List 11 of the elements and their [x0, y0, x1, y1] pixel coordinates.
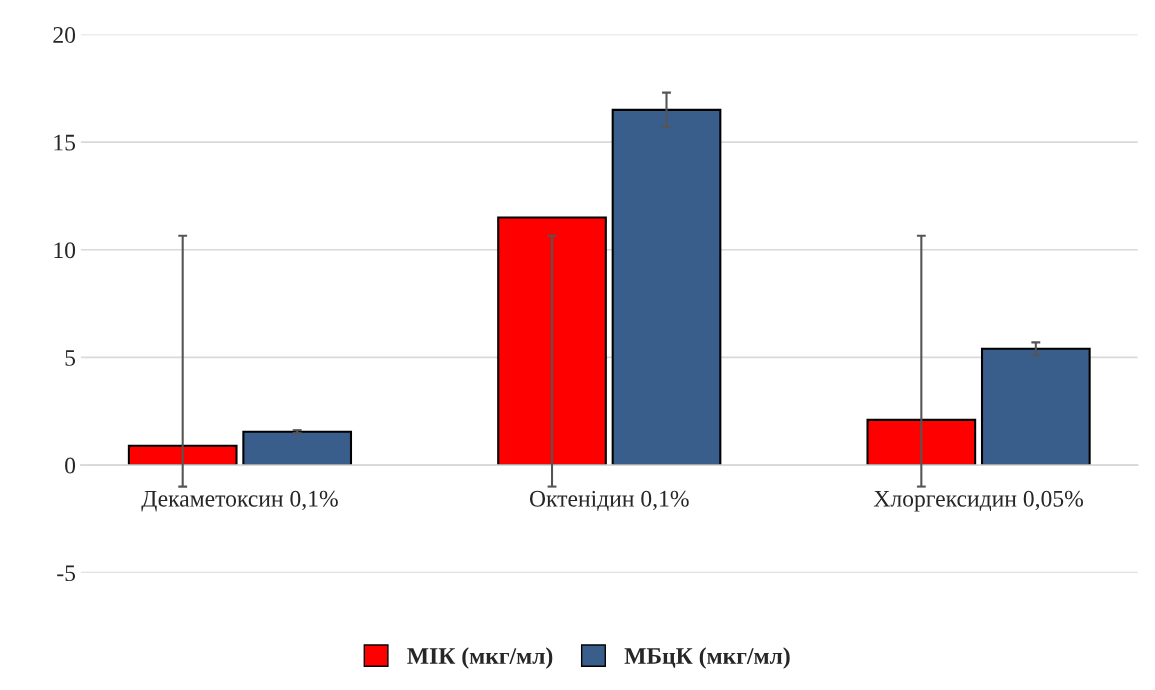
- y-tick-label: 15: [54, 134, 76, 151]
- x-tick-label: Декаметоксин 0,1%: [141, 490, 338, 512]
- legend-label: МБцК (мкг/мл): [624, 647, 790, 669]
- y-tick-label: 10: [54, 242, 76, 259]
- legend-label: МІК (мкг/мл): [407, 647, 553, 669]
- y-tick-label: 20: [53, 26, 76, 43]
- y-tick-label: -5: [57, 565, 76, 582]
- y-tick-label: 0: [65, 457, 76, 474]
- x-tick-label: Хлоргексидин 0,05%: [873, 490, 1083, 512]
- x-tick-label: Октенідин 0,1%: [529, 490, 689, 512]
- y-tick-label: 5: [65, 350, 76, 366]
